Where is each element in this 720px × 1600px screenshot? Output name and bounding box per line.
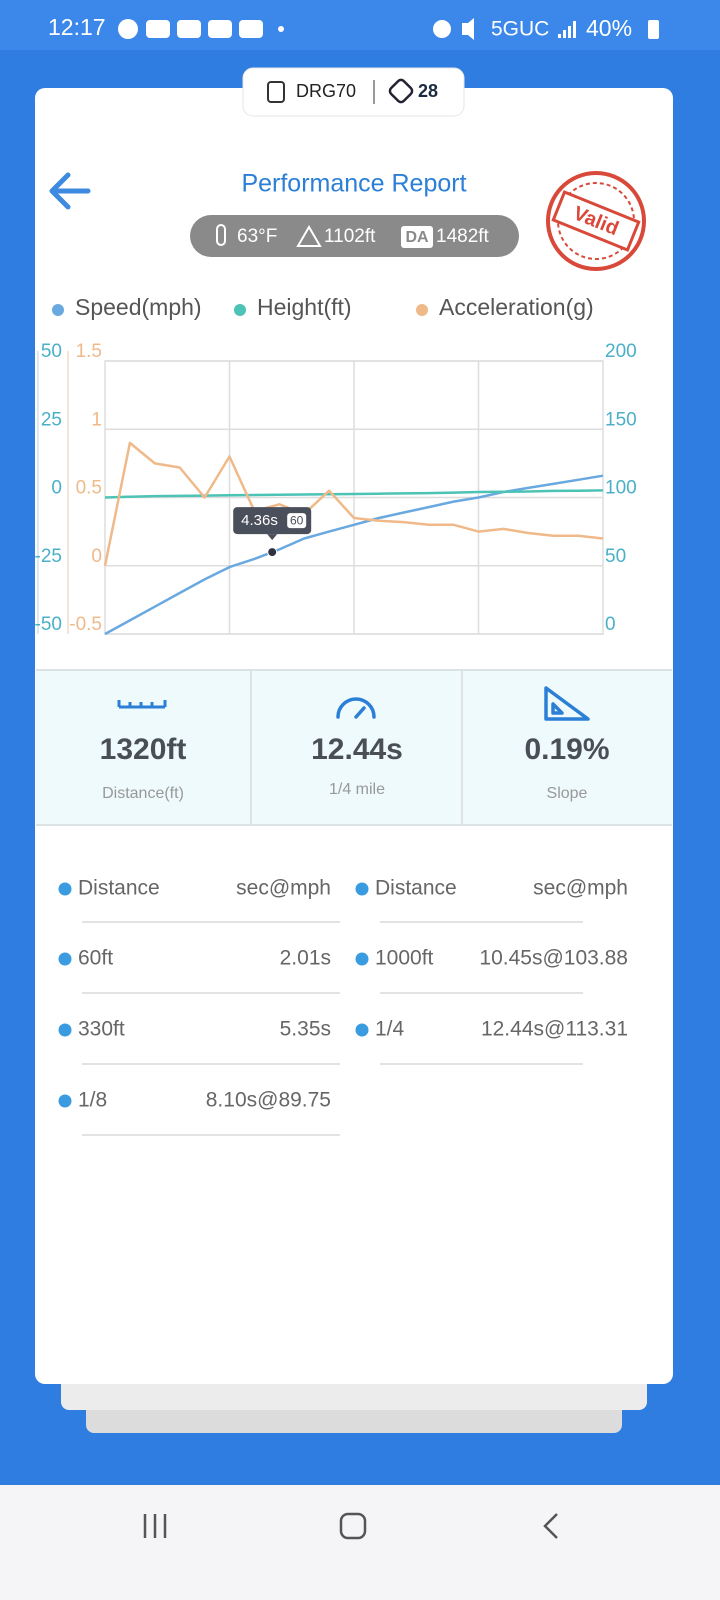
cell-distance: 1/4 (375, 1018, 405, 1041)
density-altitude: 1482ft (436, 226, 490, 247)
stat-label: 1/4 mile (329, 781, 385, 798)
legend-marker (234, 304, 246, 316)
chart: Speed(mph) Height(ft) Acceleration(g) -50 -2… (35, 294, 637, 636)
annotation-point (267, 547, 278, 558)
cell-time: 8.10s@89.75 (206, 1089, 331, 1112)
alarm-icon (433, 20, 451, 38)
signal-icon (558, 21, 576, 38)
y3-tick-label: 0.5 (76, 478, 102, 499)
y-tick-label: 25 (41, 409, 62, 430)
stat-value: 12.44s (311, 733, 403, 766)
navigation-bar (0, 1485, 720, 1600)
y3-tick-label: 1 (91, 409, 102, 430)
cell-distance: Distance (78, 877, 160, 900)
back-nav-button[interactable] (543, 1513, 558, 1539)
y-tick-label: -25 (35, 546, 62, 567)
page-title: Performance Report (241, 170, 466, 198)
y2-tick-label: 50 (605, 546, 626, 567)
status-icon (118, 19, 138, 39)
row-bullet (355, 952, 369, 966)
cell-distance: 1/8 (78, 1089, 107, 1112)
status-time: 12:17 (48, 14, 106, 40)
thermometer-icon (216, 224, 226, 246)
mute-icon (462, 18, 474, 40)
device-icon (267, 81, 285, 103)
stat-value: 0.19% (524, 733, 609, 766)
tooltip-time: 4.36s (241, 512, 278, 529)
cell-time: 12.44s@113.31 (481, 1018, 628, 1041)
cell-distance: Distance (375, 877, 457, 900)
status-icon (146, 20, 170, 38)
row-bullet (58, 952, 72, 966)
legend-label: Height(ft) (257, 294, 352, 320)
cell-distance: 1000ft (375, 947, 434, 970)
back-button[interactable] (49, 172, 91, 210)
status-icon (177, 20, 201, 38)
stat-label: Slope (547, 785, 588, 802)
legend-marker (416, 304, 428, 316)
legend-label: Acceleration(g) (439, 294, 594, 320)
y3-tick-label: 1.5 (76, 341, 102, 362)
temperature: 63°F (237, 226, 277, 247)
conditions-pill (190, 215, 519, 257)
y-tick-label: -50 (35, 614, 62, 635)
cell-time: sec@mph (533, 877, 628, 900)
altitude: 1102ft (324, 226, 376, 247)
altitude-icon (296, 225, 322, 247)
stamp-band (551, 190, 641, 252)
cell-distance: 330ft (78, 1018, 125, 1041)
stats: 1320ft Distance(ft) 12.44s 1/4 mile 0.19% Slo… (100, 733, 610, 802)
y3-tick-label: -0.5 (69, 614, 102, 635)
satellite-icon (388, 78, 414, 104)
recents-button[interactable] (143, 1514, 167, 1538)
row-bullet (355, 882, 369, 896)
da-badge (401, 226, 433, 248)
stats-band (36, 670, 672, 825)
status-icon (239, 20, 263, 38)
y2-tick-label: 200 (605, 341, 637, 362)
cell-time: 5.35s (280, 1018, 331, 1041)
status-icon (208, 20, 232, 38)
cell-time: 2.01s (280, 947, 331, 970)
distance-icon (117, 700, 167, 709)
series-line (104, 474, 604, 636)
y2-tick-label: 0 (605, 614, 616, 635)
y3-tick-label: 0 (91, 546, 102, 567)
row-bullet (355, 1023, 369, 1037)
cell-distance: 60ft (78, 947, 113, 970)
slope-icon (544, 686, 590, 721)
split-table: Distance sec@mph Distance sec@mph 60ft 2.01s 1… (58, 877, 628, 1136)
home-button[interactable] (339, 1512, 367, 1540)
tooltip-pointer (267, 534, 278, 541)
stamp-ring (546, 171, 646, 271)
row-bullet (58, 1023, 72, 1037)
y2-tick-label: 100 (605, 478, 637, 499)
tooltip-speed: 60 (290, 513, 304, 527)
y-tick-label: 0 (51, 478, 62, 499)
status-network: 5GUC (491, 18, 549, 41)
battery-icon (648, 20, 659, 39)
satellite-count: 28 (418, 81, 438, 101)
stat-label: Distance(ft) (102, 785, 184, 802)
row-bullet (58, 1094, 72, 1108)
tooltip-badge (287, 513, 307, 529)
cell-time: sec@mph (236, 877, 331, 900)
device-pill[interactable] (242, 67, 465, 117)
stat-value: 1320ft (100, 733, 187, 766)
legend-label: Speed(mph) (75, 294, 202, 320)
status-battery: 40% (586, 15, 632, 41)
y2-tick-label: 150 (605, 409, 637, 430)
row-bullet (58, 882, 72, 896)
speedometer-icon (336, 697, 376, 719)
series-line (104, 489, 604, 499)
status-dot (278, 26, 284, 32)
device-name: DRG70 (296, 81, 356, 101)
da-label: DA (405, 229, 429, 246)
y-tick-label: 50 (41, 341, 62, 362)
cell-time: 10.45s@103.88 (479, 947, 628, 970)
legend-marker (52, 304, 64, 316)
series-line (103, 441, 604, 567)
